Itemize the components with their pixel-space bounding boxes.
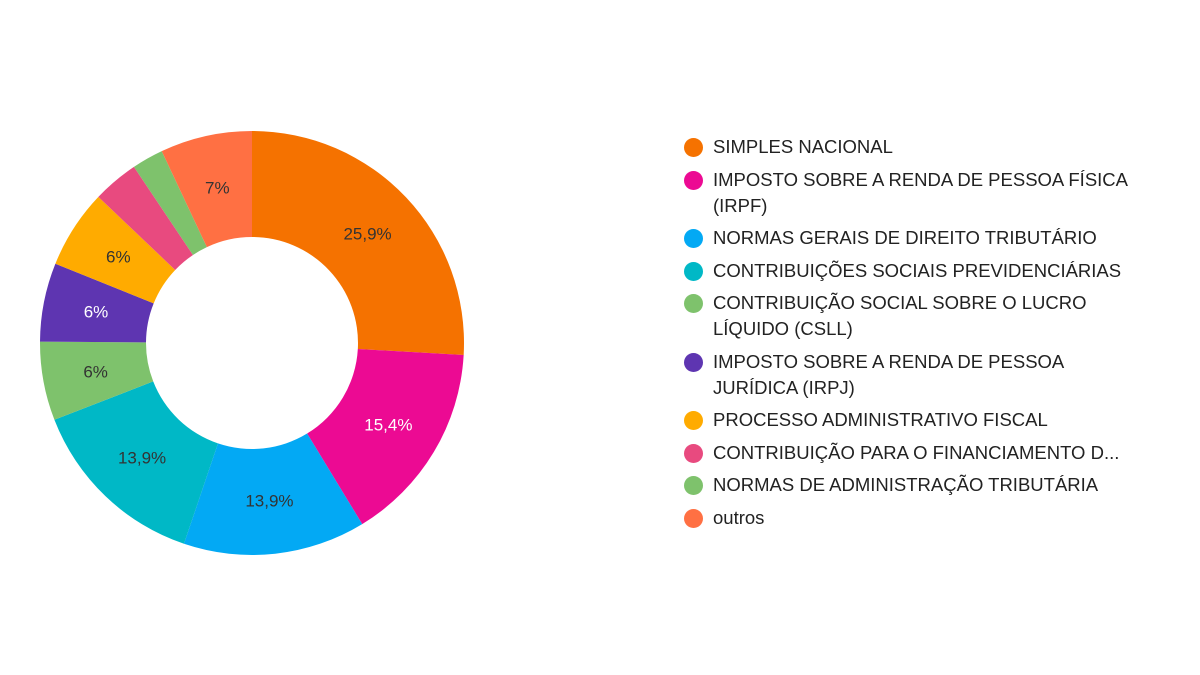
chart-legend: SIMPLES NACIONAL IMPOSTO SOBRE A RENDA DE… — [684, 134, 1184, 537]
legend-swatch-5 — [684, 294, 703, 313]
legend-label-8: CONTRIBUIÇÃO PARA O FINANCIAMENTO D... — [713, 441, 1120, 463]
legend-label-7: PROCESSO ADMINISTRATIVO FISCAL — [713, 409, 1048, 430]
donut-slice-8 — [98, 166, 193, 270]
legend-item-9: NORMAS DE ADMINISTRAÇÃO TRIBUTÁRIA — [684, 472, 1184, 498]
legend-label-4: CONTRIBUIÇÕES SOCIAIS PREVIDENCIÁRIAS — [713, 259, 1122, 281]
donut-slice-6 — [40, 263, 154, 343]
legend-swatch-4 — [684, 261, 703, 281]
legend-swatch-6 — [684, 352, 703, 372]
legend-item-7: PROCESSO ADMINISTRATIVO FISCAL — [684, 407, 1184, 433]
legend-label-2: IMPOSTO SOBRE A RENDA DE PESSOA FÍSICA (… — [713, 168, 1127, 216]
slice-label-3: 13,9% — [245, 492, 293, 511]
slice-label-5: 6% — [83, 362, 108, 381]
legend-item-8: CONTRIBUIÇÃO PARA O FINANCIAMENTO D... — [684, 440, 1184, 466]
legend-label-6: IMPOSTO SOBRE A RENDA DE PESSOA JURÍDICA… — [713, 350, 1064, 398]
legend-item-1: SIMPLES NACIONAL — [684, 134, 1184, 160]
legend-item-2: IMPOSTO SOBRE A RENDA DE PESSOA FÍSICA (… — [684, 167, 1184, 219]
donut-slice-3 — [183, 433, 363, 555]
donut-svg: 25,9% 15,4% 13,9% 13,9% 6% 6% 6% 7% — [40, 131, 465, 555]
donut-slice-1 — [252, 131, 465, 355]
legend-item-10: outros — [684, 505, 1184, 531]
donut-slice-10 — [161, 131, 252, 248]
legend-item-4: CONTRIBUIÇÕES SOCIAIS PREVIDENCIÁRIAS — [684, 258, 1184, 284]
slice-label-1: 25,9% — [343, 224, 391, 243]
slice-label-7: 6% — [106, 247, 131, 266]
legend-swatch-9 — [684, 476, 703, 495]
slice-label-4: 13,9% — [118, 448, 166, 467]
legend-swatch-2 — [684, 170, 703, 190]
legend-label-9: NORMAS DE ADMINISTRAÇÃO TRIBUTÁRIA — [713, 474, 1099, 495]
slice-label-6: 6% — [84, 303, 109, 322]
legend-label-5: CONTRIBUIÇÃO SOCIAL SOBRE O LUCRO LÍQUID… — [713, 292, 1087, 339]
legend-label-1: SIMPLES NACIONAL — [713, 136, 893, 157]
legend-swatch-8 — [684, 443, 703, 463]
legend-label-10: outros — [713, 506, 765, 528]
legend-swatch-3 — [684, 229, 703, 248]
legend-item-3: NORMAS GERAIS DE DIREITO TRIBUTÁRIO — [684, 225, 1184, 251]
donut-slice-5 — [40, 341, 154, 420]
legend-item-6: IMPOSTO SOBRE A RENDA DE PESSOA JURÍDICA… — [684, 349, 1184, 401]
slice-label-2: 15,4% — [364, 415, 412, 434]
legend-swatch-10 — [684, 508, 703, 528]
slice-label-10: 7% — [205, 178, 230, 197]
legend-item-5: CONTRIBUIÇÃO SOCIAL SOBRE O LUCRO LÍQUID… — [684, 290, 1184, 342]
legend-swatch-7 — [684, 411, 703, 430]
legend-label-3: NORMAS GERAIS DE DIREITO TRIBUTÁRIO — [713, 227, 1097, 248]
donut-slice-7 — [55, 196, 176, 304]
donut-slice-4 — [54, 381, 218, 544]
donut-slice-2 — [307, 348, 464, 525]
legend-swatch-1 — [684, 138, 703, 157]
donut-slice-9 — [133, 151, 207, 255]
